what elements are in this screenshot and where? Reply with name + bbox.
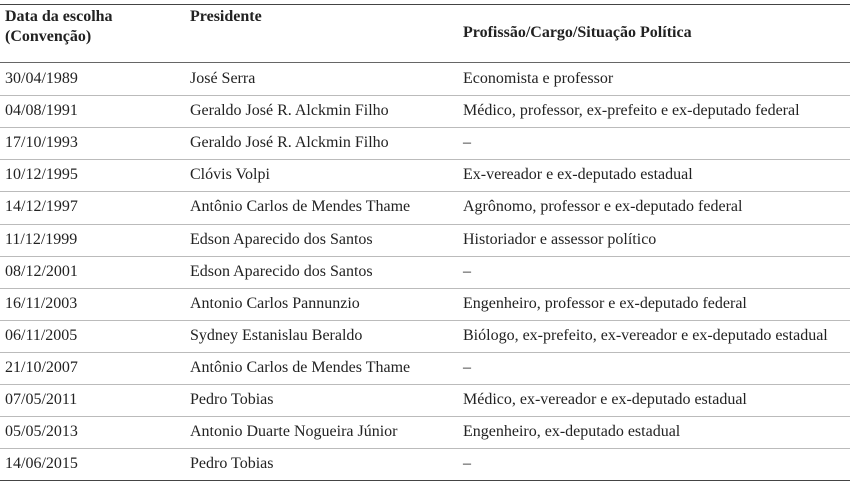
table-cell: Antônio Carlos de Mendes Thame: [190, 198, 411, 216]
table-cell: –: [463, 455, 471, 473]
table-cell: 05/05/2013: [5, 423, 78, 441]
header-cell: Data da escolha (Convenção): [5, 8, 113, 45]
table-cell: Agrônomo, professor e ex-deputado federa…: [463, 198, 743, 216]
table-cell: Geraldo José R. Alckmin Filho: [190, 102, 389, 120]
row-rule: [0, 448, 850, 450]
header-cell: Profissão/Cargo/Situação Política: [463, 24, 692, 41]
table-cell: Geraldo José R. Alckmin Filho: [190, 134, 389, 152]
table-cell: –: [463, 262, 471, 280]
table-cell: 11/12/1999: [5, 230, 78, 248]
row-rule: [0, 95, 850, 97]
table-cell: Antonio Duarte Nogueira Júnior: [190, 423, 398, 441]
row-rule: [0, 255, 850, 257]
table-cell: 21/10/2007: [5, 358, 78, 376]
table-cell: José Serra: [190, 70, 256, 87]
table-cell: 07/05/2011: [5, 391, 78, 408]
header-cell: Presidente: [190, 8, 262, 25]
table-cell: Médico, ex-vereador e ex-deputado estadu…: [463, 391, 747, 408]
table-cell: 08/12/2001: [5, 262, 78, 280]
header-rule: [0, 62, 850, 63]
table-cell: Pedro Tobias: [190, 391, 274, 408]
table-cell: Ex-vereador e ex-deputado estadual: [463, 166, 693, 184]
row-rule: [0, 416, 850, 418]
table-cell: Antônio Carlos de Mendes Thame: [190, 358, 411, 376]
table-cell: 04/08/1991: [5, 102, 78, 120]
table-cell: 16/11/2003: [5, 294, 78, 312]
row-rule: [0, 319, 850, 321]
row-rule: [0, 191, 850, 193]
table-cell: Pedro Tobias: [190, 455, 274, 473]
table-cell: 17/10/1993: [5, 134, 78, 152]
table-cell: Antonio Carlos Pannunzio: [190, 294, 360, 312]
table-cell: –: [463, 358, 471, 376]
row-rule: [0, 384, 850, 385]
row-rule: [0, 159, 850, 161]
table-cell: Biólogo, ex-prefeito, ex-vereador e ex-d…: [463, 326, 828, 344]
table-bottom-rule: [0, 480, 850, 482]
table-cell: 14/12/1997: [5, 198, 78, 216]
table-top-rule: [0, 4, 850, 5]
table-cell: Edson Aparecido dos Santos: [190, 230, 373, 248]
table-cell: Médico, professor, ex-prefeito e ex-depu…: [463, 102, 800, 120]
row-rule: [0, 287, 850, 289]
table-cell: Clóvis Volpi: [190, 166, 270, 184]
row-rule: [0, 223, 850, 225]
table-cell: Engenheiro, professor e ex-deputado fede…: [463, 294, 747, 312]
table-cell: Historiador e assessor político: [463, 230, 657, 248]
table-cell: Engenheiro, ex-deputado estadual: [463, 423, 681, 441]
table-cell: 10/12/1995: [5, 166, 78, 184]
table-cell: Edson Aparecido dos Santos: [190, 262, 373, 280]
row-rule: [0, 351, 850, 353]
table-cell: 30/04/1989: [5, 70, 78, 87]
row-rule: [0, 127, 850, 129]
table-cell: 14/06/2015: [5, 455, 78, 473]
table-cell: Sydney Estanislau Beraldo: [190, 326, 363, 344]
table-cell: 06/11/2005: [5, 326, 78, 344]
table-cell: –: [463, 134, 471, 152]
table-cell: Economista e professor: [463, 70, 614, 87]
